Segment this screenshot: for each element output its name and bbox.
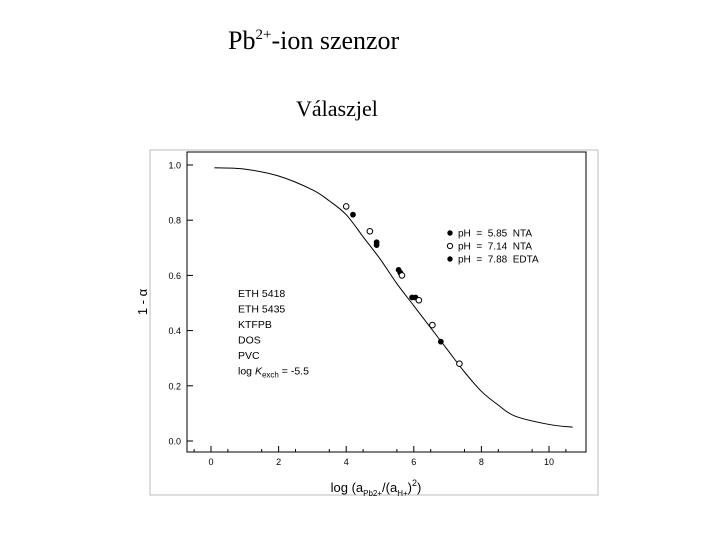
title-main: Pb bbox=[228, 26, 256, 55]
x-tick-label: 6 bbox=[411, 457, 416, 467]
legend-label: pH = 7.88 EDTA bbox=[458, 255, 539, 266]
y-tick-label: 1.0 bbox=[168, 161, 181, 171]
slide-title: Pb2+-ion szenzor bbox=[228, 26, 399, 56]
scan-page-border bbox=[149, 149, 599, 496]
data-point-open bbox=[366, 227, 374, 235]
data-point-filled bbox=[395, 266, 402, 273]
x-tick-label: 4 bbox=[344, 457, 349, 467]
annotation-log-k: log Kexch = -5.5 bbox=[238, 366, 309, 380]
y-axis-label: 1 - α bbox=[135, 288, 150, 315]
data-point-open bbox=[429, 321, 436, 329]
y-tick-label: 0.8 bbox=[168, 216, 181, 226]
legend-label: pH = 7.14 NTA bbox=[458, 242, 532, 253]
annotation-line: PVC bbox=[238, 350, 260, 362]
x-tick-label: 0 bbox=[208, 457, 213, 467]
annotation-line: ETH 5418 bbox=[238, 288, 285, 300]
y-tick-label: 0.6 bbox=[168, 271, 181, 281]
legend-marker-filled bbox=[447, 256, 453, 262]
x-tick-label: 8 bbox=[479, 457, 484, 467]
title-superscript: 2+ bbox=[255, 27, 272, 43]
data-point-filled bbox=[437, 338, 444, 345]
data-point-filled bbox=[373, 239, 380, 246]
slide-subtitle: Válaszjel bbox=[296, 96, 378, 121]
annotation-line: DOS bbox=[238, 335, 261, 347]
data-point-open bbox=[415, 296, 423, 304]
legend-marker-open bbox=[446, 242, 454, 250]
data-point-open bbox=[398, 272, 406, 279]
data-point-open bbox=[342, 203, 350, 210]
fit-curve bbox=[214, 167, 573, 428]
y-tick-label: 0.0 bbox=[168, 437, 181, 447]
x-tick-label: 2 bbox=[276, 457, 281, 467]
data-point-filled bbox=[350, 211, 356, 218]
x-axis-label: log (aPb2+/(aH+)2) bbox=[331, 478, 422, 498]
y-tick-label: 0.4 bbox=[168, 326, 181, 336]
data-point-open bbox=[456, 360, 463, 368]
legend-marker-filled bbox=[447, 230, 453, 236]
plot-frame bbox=[186, 151, 587, 453]
data-point-filled bbox=[409, 294, 416, 301]
y-tick-label: 0.2 bbox=[168, 381, 181, 391]
title-rest: -ion szenzor bbox=[271, 26, 400, 55]
annotation-line: ETH 5435 bbox=[238, 304, 285, 316]
legend-label: pH = 5.85 NTA bbox=[458, 229, 532, 240]
x-tick-label: 10 bbox=[544, 457, 554, 467]
annotation-line: KTFPB bbox=[238, 319, 272, 331]
